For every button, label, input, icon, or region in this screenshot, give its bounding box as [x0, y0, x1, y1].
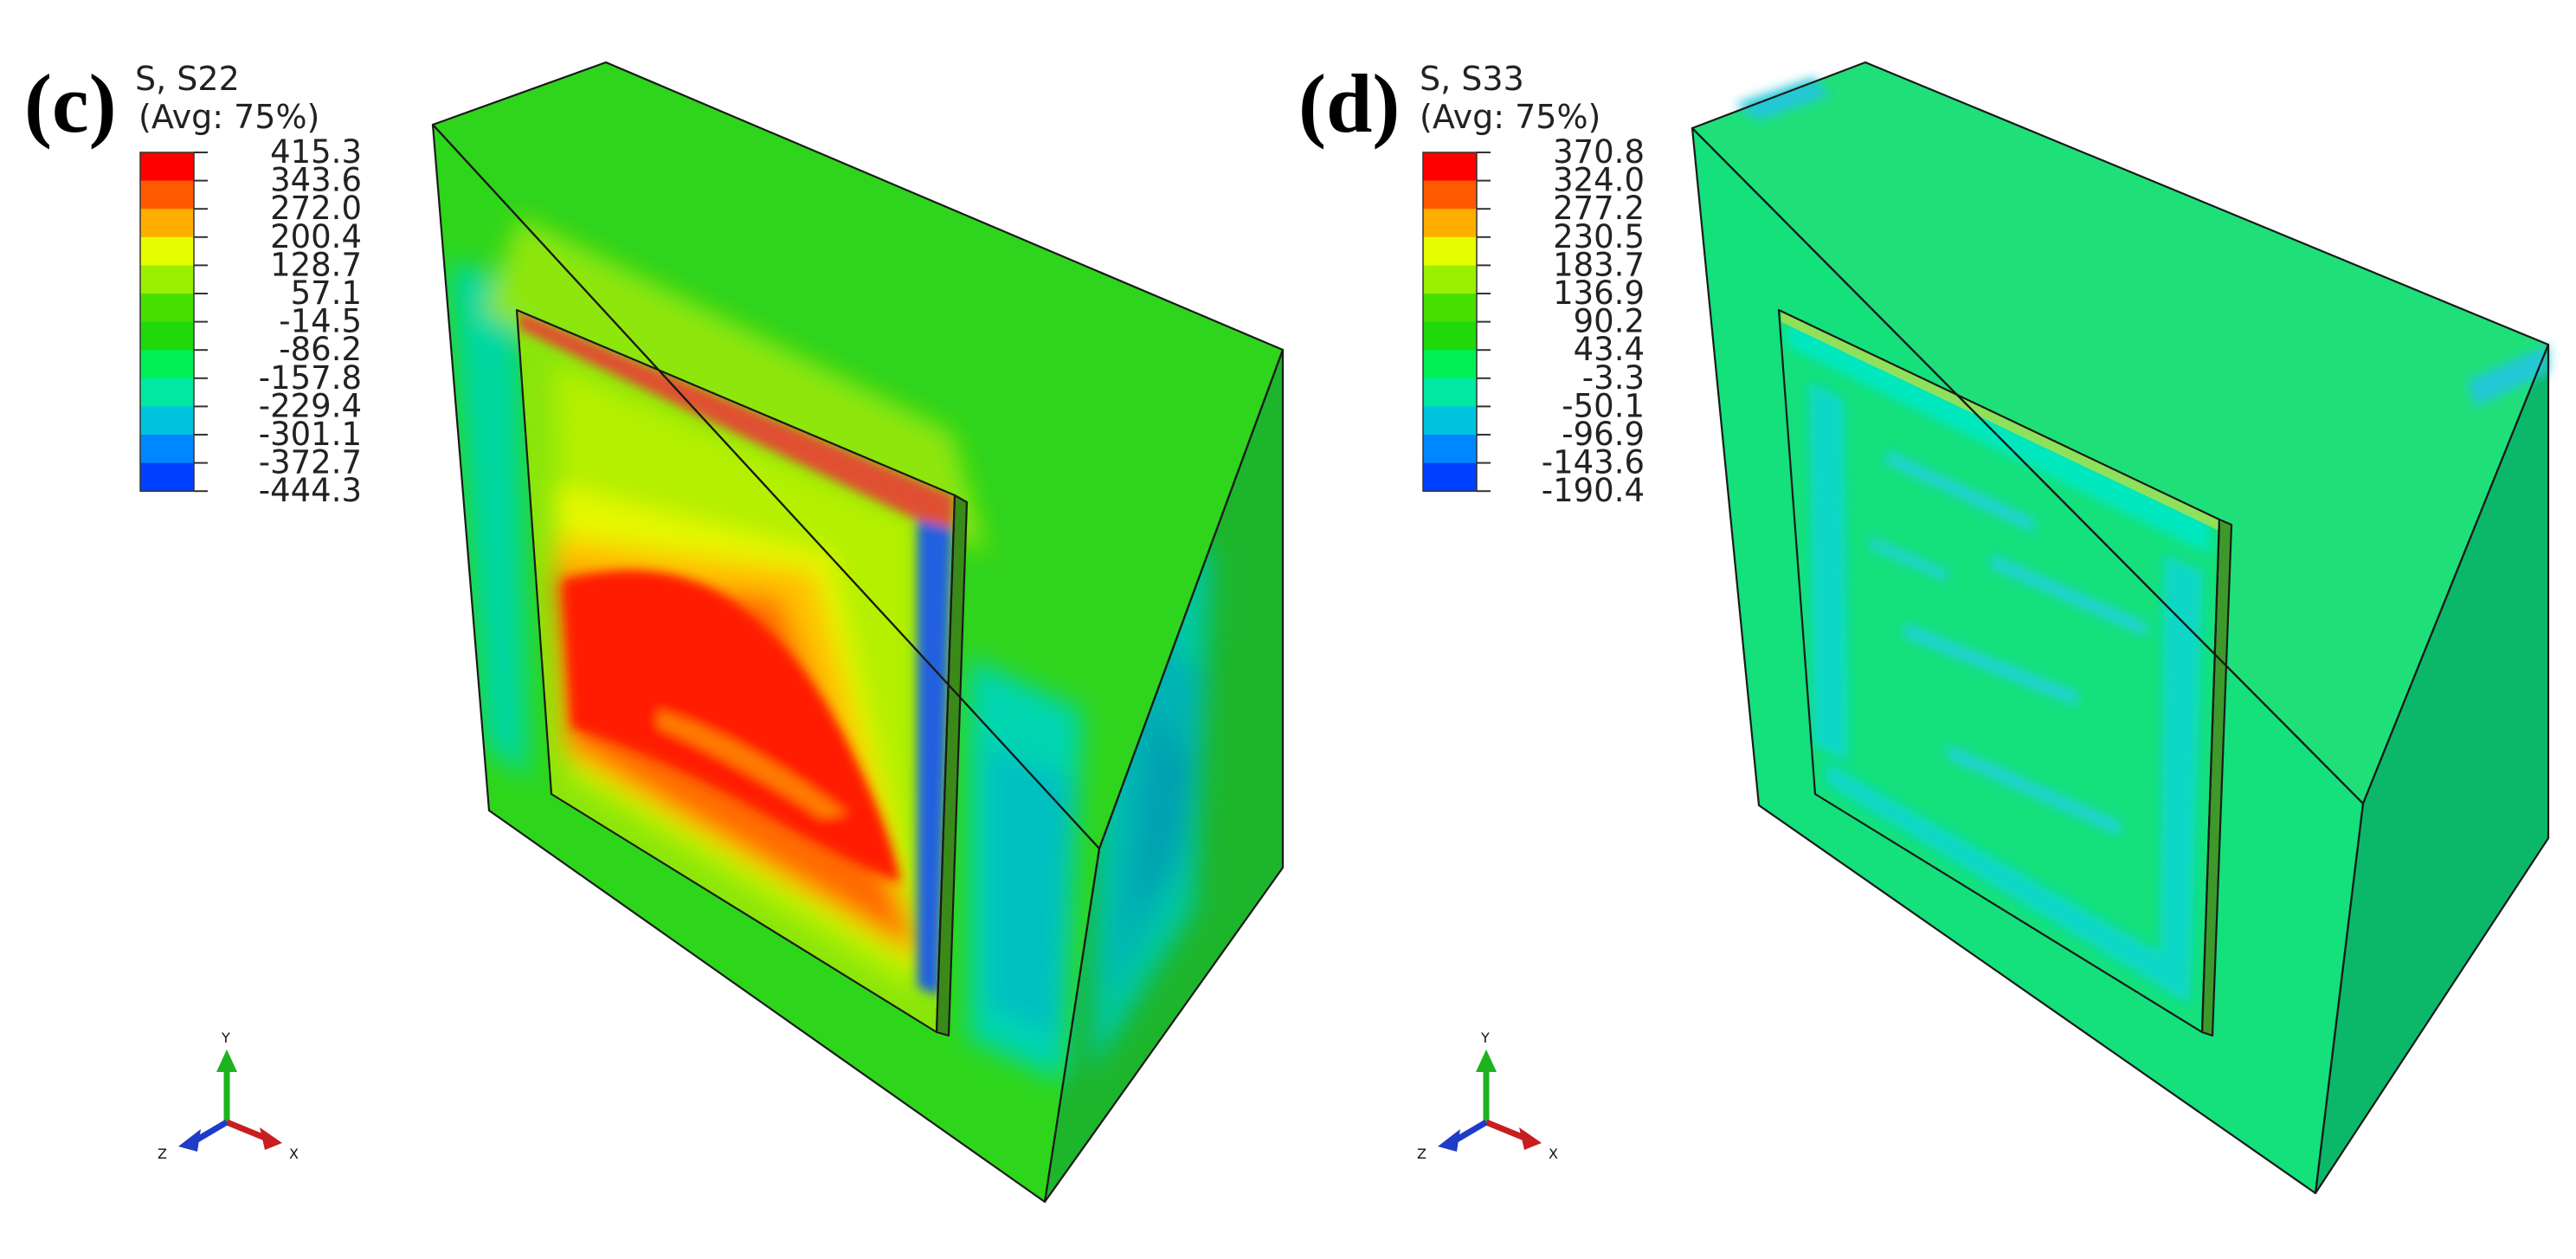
legend-value: -190.4 [1542, 472, 1645, 509]
axis-x-arrow [260, 1127, 282, 1150]
axis-x-arrow [1519, 1127, 1542, 1150]
legend-band [1423, 406, 1477, 436]
block-top-face-d [1692, 62, 2548, 804]
legend-value: 183.7 [1553, 246, 1645, 283]
legend-title-c: S, S22 [135, 60, 240, 98]
legend-band [1423, 209, 1477, 238]
plate-side-c [937, 495, 967, 1036]
legend-band [140, 209, 194, 238]
panel-d: (d) S, S33 (Avg: 75%) 370.8324.0277.2230… [1298, 57, 2550, 1195]
legend-band [1423, 321, 1477, 351]
legend-value: 200.4 [270, 218, 362, 255]
block-side-face-d [2315, 345, 2548, 1193]
legend-band [1423, 435, 1477, 464]
legend-band [140, 321, 194, 351]
legend-value: -86.2 [279, 331, 362, 368]
legend-band [140, 435, 194, 464]
panel-letter-d: (d) [1298, 57, 1400, 150]
legend-band [1423, 265, 1477, 294]
axis-x-line [1484, 1119, 1526, 1141]
axis-y-arrow [216, 1049, 237, 1072]
axis-x-line [225, 1119, 267, 1141]
legend-band [140, 294, 194, 323]
axis-z-arrow [178, 1129, 201, 1152]
legend-band [1423, 180, 1477, 210]
legend-value: -372.7 [259, 444, 362, 481]
legend-value: 57.1 [291, 274, 362, 312]
axis-z-label: Z [158, 1146, 167, 1162]
axis-triad-c: Y X Z [158, 1030, 299, 1162]
legend-value: 136.9 [1553, 274, 1645, 312]
legend-band [1423, 294, 1477, 323]
model-c [431, 61, 1285, 1204]
legend-value: 128.7 [270, 246, 362, 283]
legend-value: 277.2 [1553, 190, 1645, 227]
axis-x-label: X [1549, 1146, 1558, 1162]
legend-value: -14.5 [279, 303, 362, 340]
legend-c: S, S22 (Avg: 75%) 415.3343.6272.0200.412… [135, 60, 362, 509]
axis-y-label: Y [221, 1030, 230, 1046]
axis-z-label: Z [1417, 1146, 1426, 1162]
model-d [1690, 61, 2550, 1195]
legend-band [1423, 350, 1477, 379]
legend-subtitle-c: (Avg: 75%) [138, 98, 319, 136]
axis-y-label: Y [1480, 1030, 1490, 1046]
legend-band [140, 378, 194, 407]
legend-value: 370.8 [1553, 133, 1645, 171]
legend-value: -444.3 [259, 472, 362, 509]
legend-band [140, 236, 194, 266]
legend-value: 43.4 [1574, 331, 1645, 368]
legend-band [1423, 462, 1477, 492]
axis-z-arrow [1438, 1129, 1460, 1152]
legend-value: -301.1 [259, 416, 362, 453]
model-outline-c [431, 61, 1285, 1204]
legend-value: 415.3 [270, 133, 362, 171]
model-outline-d [1690, 61, 2550, 1195]
legend-value: 343.6 [270, 162, 362, 199]
legend-subtitle-d: (Avg: 75%) [1420, 98, 1600, 136]
legend-d: S, S33 (Avg: 75%) 370.8324.0277.2230.518… [1420, 60, 1645, 509]
axis-y-arrow [1476, 1049, 1497, 1072]
legend-value: 324.0 [1553, 162, 1645, 199]
legend-value: 90.2 [1574, 303, 1645, 340]
legend-value: 272.0 [270, 190, 362, 227]
legend-band [140, 462, 194, 492]
legend-value: -3.3 [1582, 359, 1645, 397]
panel-letter-c: (c) [24, 57, 117, 150]
legend-band [140, 152, 194, 182]
legend-title-d: S, S33 [1420, 60, 1524, 98]
legend-band [1423, 236, 1477, 266]
legend-colorbar-c [139, 152, 195, 492]
legend-band [140, 406, 194, 436]
axis-z-line [1455, 1119, 1488, 1143]
axis-z-line [196, 1119, 229, 1143]
legend-band [1423, 152, 1477, 182]
legend-value: 230.5 [1553, 218, 1645, 255]
legend-band [140, 265, 194, 294]
legend-values-c: 415.3343.6272.0200.4128.757.1-14.5-86.2-… [194, 133, 362, 509]
legend-value: -157.8 [259, 359, 362, 397]
legend-band [1423, 378, 1477, 407]
panel-c: (c) S, S22 (Avg: 75%) 415.3343.6272.0200… [24, 57, 1285, 1204]
legend-band [140, 180, 194, 210]
legend-value: -229.4 [259, 387, 362, 424]
axis-x-label: X [289, 1146, 299, 1162]
legend-colorbar-d [1422, 152, 1478, 492]
legend-value: -50.1 [1562, 387, 1645, 424]
legend-band [140, 350, 194, 379]
axis-triad-d: Y X Z [1417, 1030, 1558, 1162]
legend-value: -143.6 [1542, 444, 1645, 481]
legend-value: -96.9 [1562, 416, 1645, 453]
legend-values-d: 370.8324.0277.2230.5183.7136.990.243.4-3… [1477, 133, 1645, 509]
plate-side-d [2202, 520, 2231, 1036]
